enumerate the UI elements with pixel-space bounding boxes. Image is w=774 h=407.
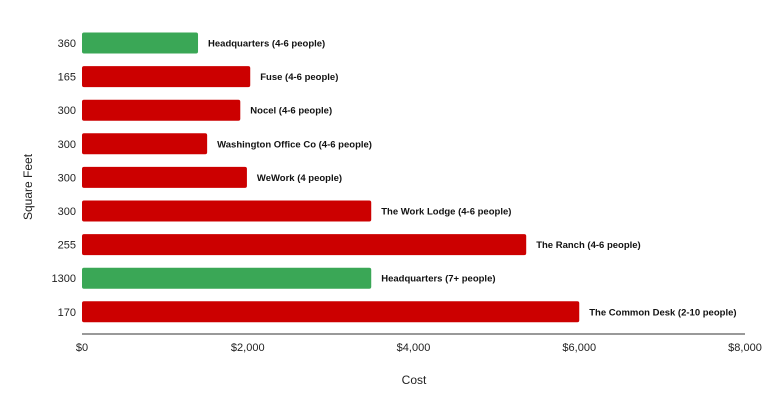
x-tick-label: $4,000: [397, 342, 431, 354]
bar-data-label: Washington Office Co (4-6 people): [217, 139, 372, 150]
x-tick-label: $2,000: [231, 342, 265, 354]
x-tick-labels: $0 $2,000 $4,000 $6,000 $8,000: [76, 342, 762, 354]
bar-data-label: Nocel (4-6 people): [250, 106, 332, 117]
bar-data-label: Headquarters (7+ people): [381, 274, 495, 285]
bar: [82, 99, 241, 121]
bar: [82, 66, 251, 88]
bar: [82, 166, 247, 188]
y-tick-label: 255: [58, 240, 76, 252]
bar-data-label: The Work Lodge (4-6 people): [381, 207, 511, 218]
y-tick-label: 360: [58, 38, 76, 50]
y-tick-label: 300: [58, 206, 76, 218]
y-tick-label: 300: [58, 139, 76, 151]
bar: [82, 32, 199, 54]
x-tick-label: $8,000: [728, 342, 762, 354]
bar: [82, 267, 372, 289]
bar: [82, 234, 527, 256]
y-tick-label: 300: [58, 172, 76, 184]
x-tick-label: $6,000: [562, 342, 596, 354]
y-tick-label: 300: [58, 105, 76, 117]
bar: [82, 200, 372, 222]
bar-data-label: The Ranch (4-6 people): [536, 240, 641, 251]
bar: [82, 301, 580, 323]
bar-data-label: WeWork (4 people): [257, 173, 342, 184]
y-tick-label: 1300: [52, 273, 76, 285]
x-axis-title: Cost: [402, 373, 427, 387]
bars-group: Headquarters (4-6 people) Fuse (4-6 peopl…: [82, 32, 737, 323]
y-tick-labels: 360 165 300 300 300 300 255 1300 170: [52, 38, 76, 319]
bar-data-label: Fuse (4-6 people): [260, 72, 338, 83]
y-axis-title: Square Feet: [21, 153, 35, 220]
bar: [82, 133, 208, 155]
y-tick-label: 170: [58, 307, 76, 319]
bar-data-label: Headquarters (4-6 people): [208, 39, 325, 50]
y-tick-label: 165: [58, 72, 76, 84]
bar-data-label: The Common Desk (2-10 people): [589, 307, 736, 318]
x-tick-label: $0: [76, 342, 88, 354]
